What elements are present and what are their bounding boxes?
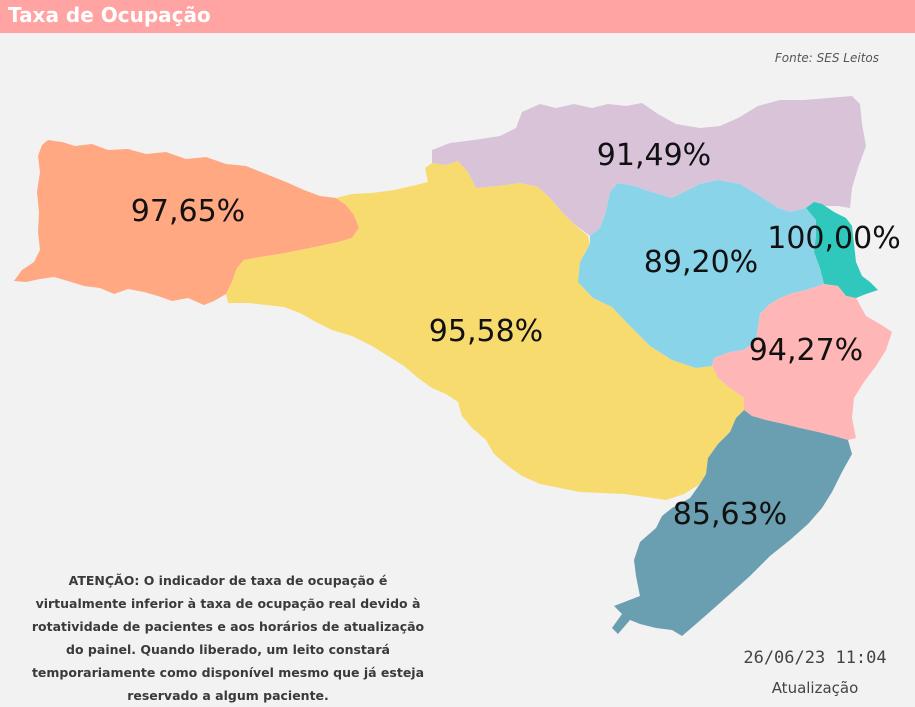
region-grande-florianopolis[interactable] xyxy=(712,284,892,440)
page-title: Taxa de Ocupação xyxy=(8,3,211,27)
update-label: Atualização xyxy=(771,679,859,697)
region-value-norte: 91,49% xyxy=(597,138,711,173)
region-value-foz-itajai: 100,00% xyxy=(767,221,900,256)
region-norte[interactable] xyxy=(432,96,866,236)
attention-note: ATENÇÃO: O indicador de taxa de ocupação… xyxy=(31,573,425,703)
region-vale-itajai[interactable] xyxy=(578,180,824,368)
region-oeste[interactable] xyxy=(226,161,746,500)
region-value-oeste: 95,58% xyxy=(429,314,543,349)
update-datetime: 26/06/23 11:04 xyxy=(743,648,887,668)
region-sul[interactable] xyxy=(612,410,852,636)
source-note: Fonte: SES Leitos xyxy=(774,51,879,65)
region-value-vale-itajai: 89,20% xyxy=(644,245,758,280)
region-extremo-oeste[interactable] xyxy=(14,140,359,305)
header-bar: Taxa de Ocupação xyxy=(0,0,915,33)
region-value-grande-florianopolis: 94,27% xyxy=(749,333,863,368)
region-foz-itajai[interactable] xyxy=(806,202,878,298)
region-value-sul: 85,63% xyxy=(673,497,787,532)
region-value-extremo-oeste: 97,65% xyxy=(131,194,245,229)
